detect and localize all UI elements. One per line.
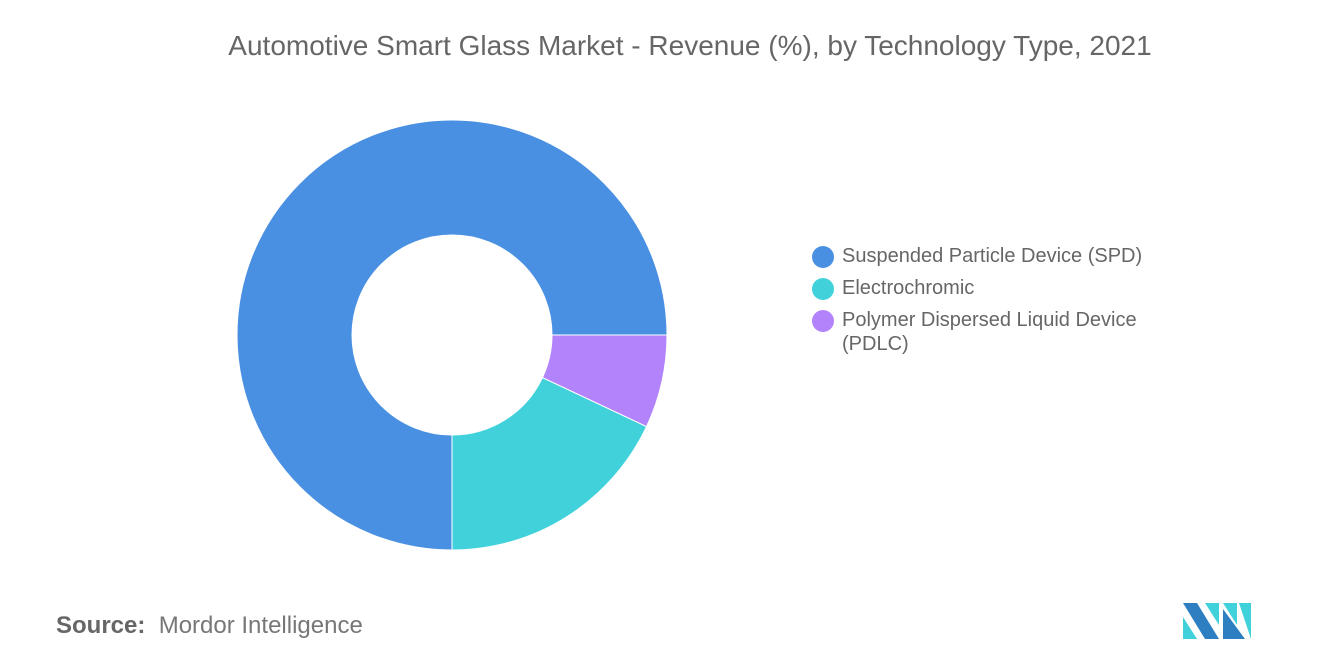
legend-item-pdlc[interactable]: Polymer Dispersed Liquid Device (PDLC)	[812, 308, 1192, 356]
legend-marker	[812, 278, 834, 300]
legend-item-spd[interactable]: Suspended Particle Device (SPD)	[812, 244, 1192, 268]
source-label: Source:	[56, 612, 146, 639]
chart-title: Automotive Smart Glass Market - Revenue …	[228, 30, 1152, 61]
donut-slice-polymer-dispersed-liquid-device-pdlc[interactable]	[541, 334, 668, 428]
source-text: Mordor Intelligence	[158, 612, 363, 639]
source-note: Source: Mordor Intelligence	[56, 612, 363, 640]
legend-label: Suspended Particle Device (SPD)	[842, 245, 1143, 267]
donut-slice-suspended-particle-device-spd[interactable]	[236, 119, 668, 551]
mordor-intelligence-logo	[1183, 603, 1251, 639]
legend: Suspended Particle Device (SPD) Electroc…	[812, 244, 1192, 364]
legend-label: Polymer Dispersed Liquid Device (PDLC)	[842, 309, 1137, 355]
legend-marker	[812, 310, 834, 332]
legend-label: Electrochromic	[842, 277, 975, 299]
donut-slice-electrochromic[interactable]	[451, 376, 648, 551]
legend-item-electrochromic[interactable]: Electrochromic	[812, 276, 1192, 300]
legend-marker	[812, 246, 834, 268]
